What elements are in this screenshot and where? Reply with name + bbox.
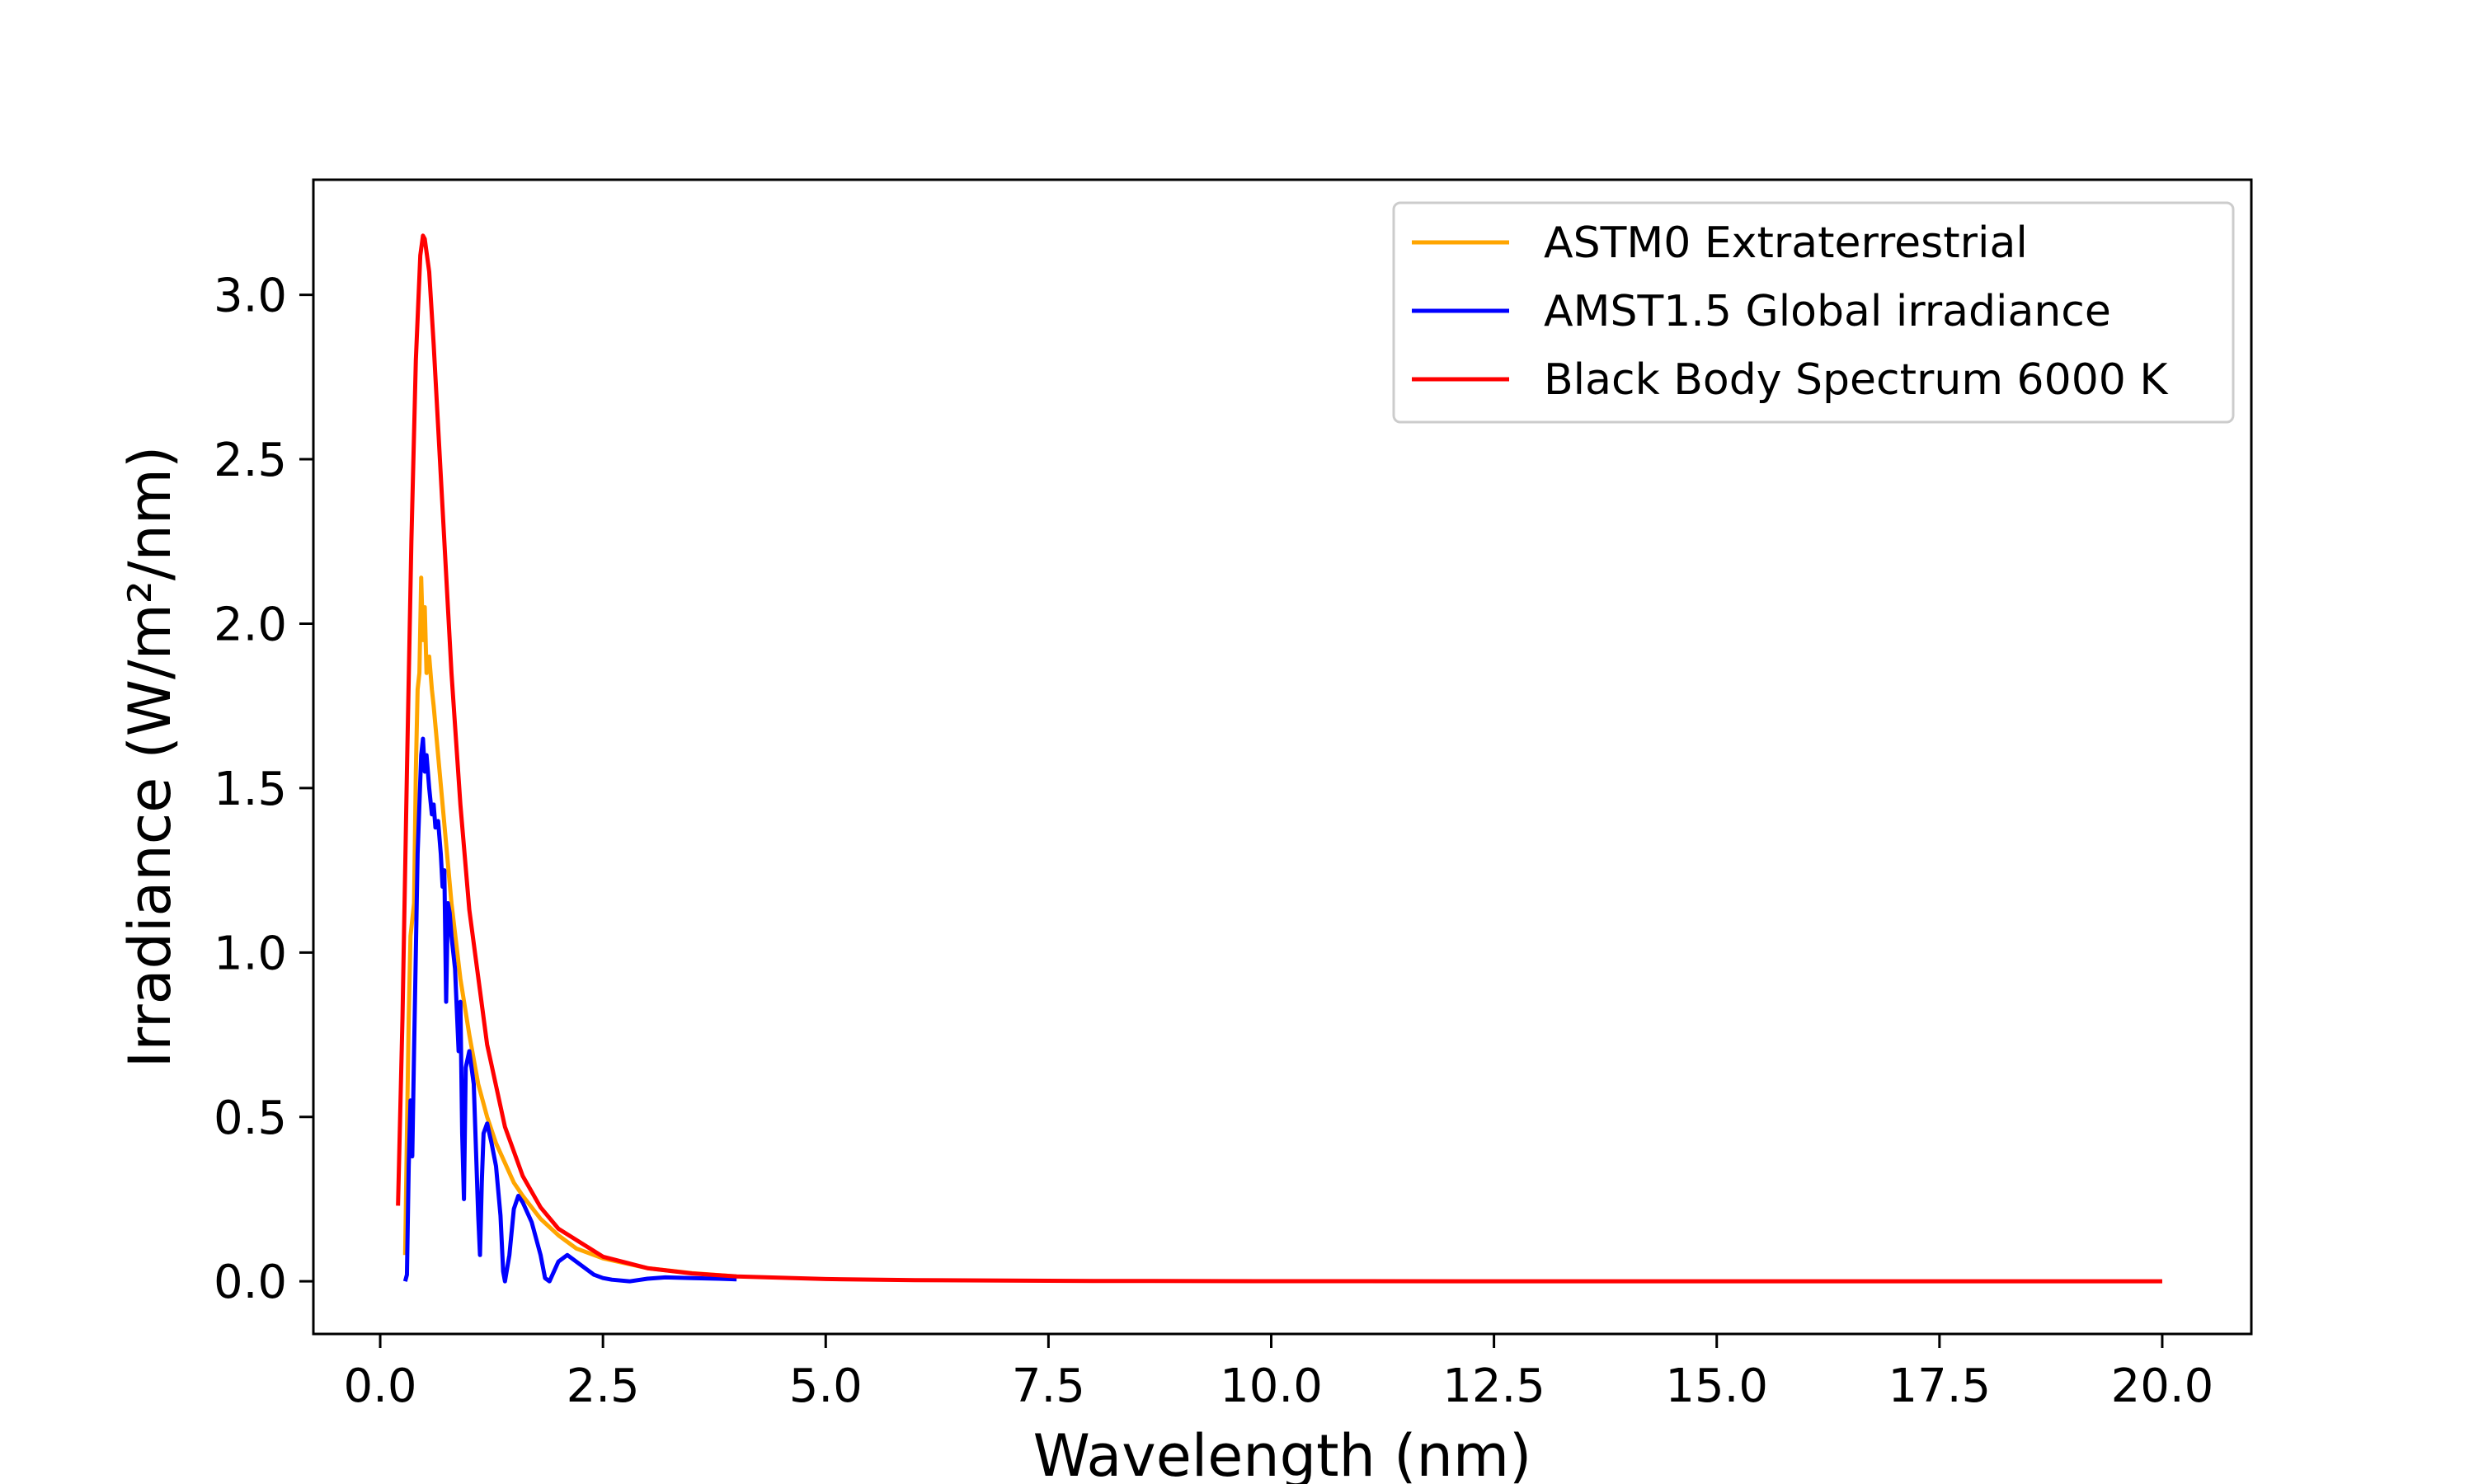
- x-tick-label: 12.5: [1442, 1360, 1545, 1413]
- y-tick-label: 1.5: [214, 763, 287, 816]
- x-tick-label: 7.5: [1012, 1360, 1085, 1413]
- series-layer: [396, 233, 2162, 1284]
- y-axis: 0.0 0.5 1.0 1.5 2.0 2.5 3.0: [214, 270, 313, 1309]
- y-tick-label: 2.5: [214, 434, 287, 487]
- x-axis: 0.0 2.5 5.0 7.5 10.0 12.5 15.0 17.5 20.0: [344, 1334, 2214, 1413]
- legend-box: [1392, 201, 2235, 424]
- plot-frame: [312, 178, 2253, 1336]
- y-tick-label: 3.0: [214, 270, 287, 323]
- y-tick-label: 2.0: [214, 598, 287, 651]
- y-tick-label: 0.5: [214, 1092, 287, 1145]
- legend-entry: ASTM0 Extraterrestrial: [1544, 218, 2028, 268]
- y-tick-label: 1.0: [214, 927, 287, 980]
- x-tick-label: 2.5: [567, 1360, 640, 1413]
- x-tick-label: 15.0: [1665, 1360, 1768, 1413]
- series-line-black-body-spectrum-6000-k: [396, 233, 2162, 1284]
- x-tick-label: 17.5: [1888, 1360, 1991, 1413]
- x-tick-label: 0.0: [344, 1360, 417, 1413]
- series-line-amst1-5-global-irradiance: [402, 736, 737, 1284]
- y-axis-label: Irradiance (W/m²/nm): [116, 446, 184, 1068]
- legend-entry: AMST1.5 Global irradiance: [1544, 287, 2111, 336]
- series-line-astm0-extraterrestrial: [402, 575, 737, 1279]
- legend: ASTM0 Extraterrestrial AMST1.5 Global irr…: [1392, 201, 2235, 424]
- x-axis-label: Wavelength (nm): [1033, 1422, 1532, 1484]
- x-tick-label: 10.0: [1220, 1360, 1323, 1413]
- x-tick-label: 20.0: [2111, 1360, 2214, 1413]
- legend-entry: Black Body Spectrum 6000 K: [1544, 355, 2169, 405]
- x-tick-label: 5.0: [789, 1360, 863, 1413]
- y-tick-label: 0.0: [214, 1256, 287, 1309]
